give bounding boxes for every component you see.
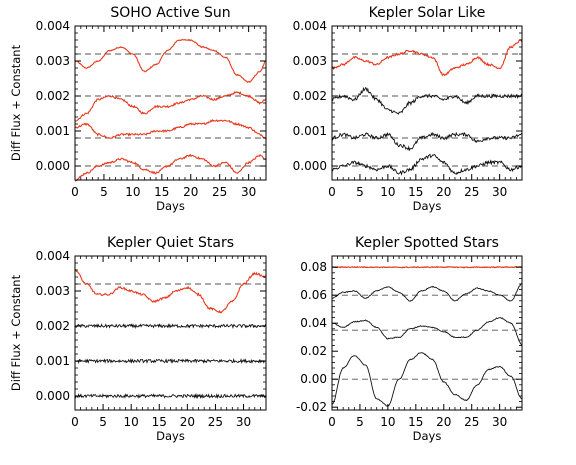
y-tick-label: 0.02 — [300, 344, 327, 358]
y-tick-label: 0.002 — [36, 89, 70, 103]
x-tick-label: 15 — [154, 185, 169, 199]
y-axis-label: Diff Flux + Constant — [9, 44, 23, 161]
data-series-line-4 — [74, 153, 267, 182]
x-tick-label: 15 — [408, 185, 423, 199]
data-series-line-2 — [74, 323, 267, 329]
chart-title: Kepler Spotted Stars — [355, 235, 499, 251]
y-tick-label: -0.02 — [296, 400, 327, 414]
x-tick-label: 30 — [241, 185, 256, 199]
x-tick-label: 10 — [125, 185, 140, 199]
data-series-line-3 — [331, 316, 523, 345]
x-tick-label: 10 — [124, 415, 139, 429]
y-tick-label: 0.001 — [36, 354, 70, 368]
y-tick-label: 0.003 — [293, 54, 327, 68]
y-tick-label: 0.04 — [300, 316, 327, 330]
x-tick-label: 5 — [99, 415, 107, 429]
x-tick-label: 25 — [464, 185, 479, 199]
y-tick-label: 0.000 — [36, 389, 70, 403]
x-tick-label: 5 — [100, 185, 108, 199]
panel-3: 0 5 10 15 20 25 30 0.000 0.001 0.002 0.003 0.004 Kep… — [9, 235, 267, 443]
x-tick-label: 0 — [71, 415, 79, 429]
x-axis-label: Days — [156, 429, 185, 443]
chart-title: Kepler Solar Like — [369, 5, 486, 21]
y-tick-label: 0.002 — [36, 319, 70, 333]
chart-title: SOHO Active Sun — [110, 5, 230, 21]
plot-frame — [331, 255, 523, 411]
y-tick-label: 0.002 — [293, 89, 327, 103]
y-tick-label: 0.004 — [36, 249, 70, 263]
data-series-line-2 — [331, 86, 523, 115]
data-series-line-2 — [74, 91, 267, 122]
plot-frame — [74, 255, 267, 411]
x-axis-label: Days — [156, 199, 185, 213]
panel-4: 0 5 10 15 20 25 30 -0.02 0.00 0.02 0.04 0.06 0.08 Kep… — [296, 235, 523, 443]
data-series-line-3 — [74, 118, 267, 140]
x-tick-label: 20 — [180, 415, 195, 429]
data-series-line-4 — [331, 153, 523, 176]
x-tick-label: 20 — [183, 185, 198, 199]
x-tick-label: 25 — [464, 415, 479, 429]
data-series-line-4 — [331, 352, 523, 407]
x-tick-label: 25 — [212, 185, 227, 199]
x-tick-label: 30 — [236, 415, 251, 429]
x-tick-label: 10 — [380, 415, 395, 429]
x-tick-label: 30 — [492, 415, 507, 429]
y-tick-label: 0.06 — [300, 288, 327, 302]
y-tick-label: 0.001 — [293, 124, 327, 138]
x-tick-label: 25 — [208, 415, 223, 429]
data-series-line-1 — [331, 265, 523, 269]
x-tick-label: 20 — [436, 185, 451, 199]
x-tick-label: 10 — [380, 185, 395, 199]
x-tick-label: 0 — [328, 185, 336, 199]
y-tick-label: 0.004 — [293, 19, 327, 33]
chart-title: Kepler Quiet Stars — [107, 235, 234, 251]
x-tick-label: 30 — [492, 185, 507, 199]
y-tick-label: 0.001 — [36, 124, 70, 138]
data-series-line-1 — [74, 269, 267, 314]
y-tick-label: 0.000 — [293, 159, 327, 173]
x-tick-label: 0 — [71, 185, 79, 199]
panel-2: 0 5 10 15 20 25 30 0.000 0.001 0.002 0.003 0.004 Kep… — [293, 5, 523, 213]
data-series-line-1 — [331, 38, 523, 77]
x-axis-label: Days — [413, 429, 442, 443]
y-tick-label: 0.004 — [36, 19, 70, 33]
data-series-line-3 — [331, 131, 523, 152]
x-tick-label: 0 — [328, 415, 336, 429]
x-axis-label: Days — [413, 199, 442, 213]
y-tick-label: 0.00 — [300, 372, 327, 386]
data-series-line-1 — [74, 38, 267, 84]
x-tick-label: 20 — [436, 415, 451, 429]
y-tick-label: 0.003 — [36, 284, 70, 298]
x-tick-label: 5 — [356, 415, 364, 429]
y-tick-label: 0.08 — [300, 260, 327, 274]
data-series-line-4 — [74, 392, 267, 400]
y-axis-label: Diff Flux + Constant — [9, 274, 23, 391]
data-series-line-2 — [331, 283, 523, 302]
data-series-line-3 — [74, 357, 267, 364]
panel-1: 0 5 10 15 20 25 30 0.000 0.001 0.002 0.003 0.004 SOH… — [9, 5, 267, 213]
x-tick-label: 15 — [152, 415, 167, 429]
x-tick-label: 15 — [408, 415, 423, 429]
y-tick-label: 0.000 — [36, 159, 70, 173]
x-tick-label: 5 — [356, 185, 364, 199]
y-tick-label: 0.003 — [36, 54, 70, 68]
